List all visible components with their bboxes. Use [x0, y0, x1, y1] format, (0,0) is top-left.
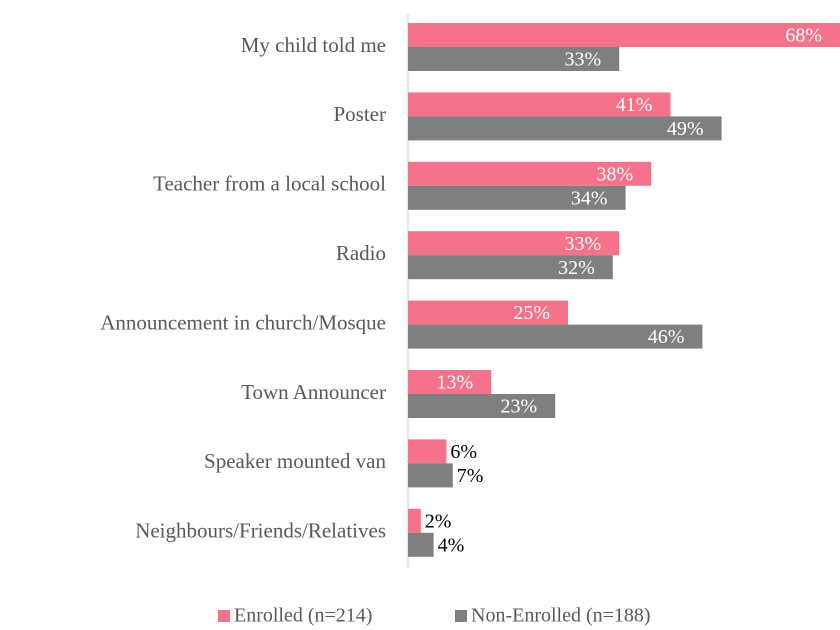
data-label: 33%	[565, 49, 602, 71]
data-label: 33%	[565, 233, 602, 255]
data-label: 49%	[667, 118, 704, 140]
bar	[408, 532, 434, 557]
category-label: Teacher from a local school	[153, 172, 386, 196]
bar	[408, 116, 722, 141]
legend-label: Non-Enrolled (n=188)	[471, 605, 651, 627]
bar	[408, 23, 840, 47]
bar	[408, 463, 453, 488]
bar	[408, 394, 556, 418]
bar	[408, 185, 626, 210]
category-label: My child told me	[241, 33, 386, 57]
category-label: Neighbours/Friends/Relatives	[135, 519, 386, 543]
data-label: 68%	[785, 25, 822, 47]
bar	[408, 300, 568, 325]
data-label: 41%	[616, 94, 653, 116]
data-label: 2%	[425, 510, 452, 532]
data-label: 23%	[501, 396, 538, 418]
data-label: 4%	[438, 534, 465, 556]
data-label: 6%	[450, 441, 477, 463]
bar	[408, 370, 492, 394]
legend-swatch	[455, 610, 467, 622]
data-label: 25%	[513, 302, 550, 324]
category-label: Poster	[334, 102, 387, 126]
bar	[408, 508, 421, 533]
data-label: 32%	[558, 257, 595, 279]
legend-label: Enrolled (n=214)	[234, 605, 372, 627]
bar	[408, 92, 671, 117]
category-label: Radio	[336, 241, 386, 265]
legend-swatch	[218, 610, 230, 622]
data-label: 34%	[571, 187, 608, 209]
data-label: 38%	[597, 163, 634, 185]
bar	[408, 47, 620, 71]
bar	[408, 161, 652, 186]
bar	[408, 439, 447, 464]
data-label: 7%	[457, 465, 484, 487]
bar	[408, 231, 620, 256]
category-label: Speaker mounted van	[204, 449, 386, 473]
bar	[408, 324, 703, 349]
category-label: Announcement in church/Mosque	[100, 310, 386, 334]
data-label: 13%	[437, 372, 474, 394]
data-label: 46%	[648, 326, 685, 348]
category-label: Town Announcer	[241, 380, 386, 404]
bar	[408, 255, 613, 280]
